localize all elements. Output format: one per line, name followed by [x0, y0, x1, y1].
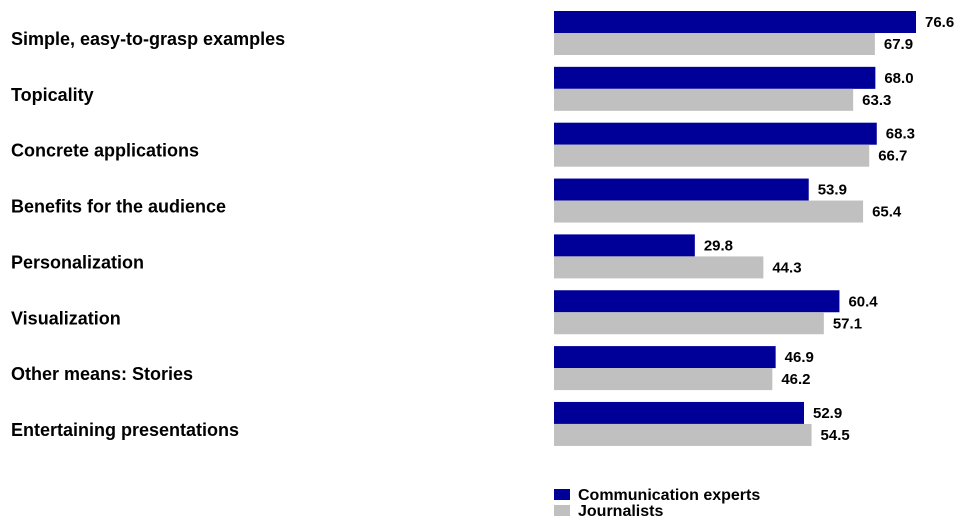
data-label: 46.9 — [785, 349, 814, 366]
legend-label: Communication experts — [578, 487, 760, 504]
data-label: 57.1 — [833, 315, 862, 332]
category-label: Concrete applications — [11, 141, 199, 161]
bar-journalists — [554, 144, 870, 167]
bar-communication-experts — [554, 122, 877, 145]
category-labels: Simple, easy-to-grasp examples Topicality… — [11, 29, 285, 440]
legend-swatch — [554, 505, 570, 516]
data-label: 60.4 — [848, 293, 878, 310]
category-label: Personalization — [11, 252, 144, 272]
bar-communication-experts — [554, 178, 809, 201]
category-label: Visualization — [11, 308, 121, 328]
data-label: 63.3 — [862, 92, 891, 109]
data-label: 66.7 — [878, 148, 907, 165]
bar-communication-experts — [554, 346, 776, 369]
legend-swatch — [554, 489, 570, 500]
category-label: Other means: Stories — [11, 364, 193, 384]
bar-communication-experts — [554, 401, 804, 424]
bar-communication-experts — [554, 290, 840, 313]
bar-journalists — [554, 368, 773, 391]
category-label: Benefits for the audience — [11, 197, 226, 217]
data-label: 68.3 — [886, 126, 915, 143]
bar-communication-experts — [554, 234, 695, 257]
bar-journalists — [554, 312, 824, 335]
data-label: 53.9 — [818, 182, 847, 199]
bar-journalists — [554, 256, 764, 279]
data-label: 65.4 — [872, 204, 902, 221]
category-label: Entertaining presentations — [11, 420, 239, 440]
data-label: 76.6 — [925, 14, 954, 31]
bar-journalists — [554, 200, 864, 223]
category-label: Simple, easy-to-grasp examples — [11, 29, 285, 49]
value-labels: 76.6 67.9 68.0 63.3 68.3 66.7 53.9 65.4 29.8 44.3… — [704, 14, 954, 444]
bar-journalists — [554, 423, 812, 446]
data-label: 46.2 — [781, 371, 810, 388]
data-label: 67.9 — [884, 36, 913, 53]
legend-label: Journalists — [578, 503, 663, 520]
data-label: 52.9 — [813, 405, 842, 422]
data-label: 44.3 — [772, 259, 801, 276]
bar-journalists — [554, 88, 854, 111]
category-label: Topicality — [11, 85, 94, 105]
bar-journalists — [554, 33, 875, 55]
data-label: 29.8 — [704, 237, 733, 254]
data-label: 54.5 — [821, 427, 850, 444]
bar-communication-experts — [554, 11, 916, 33]
bar-communication-experts — [554, 66, 876, 89]
data-label: 68.0 — [884, 70, 913, 87]
bars — [554, 11, 916, 446]
